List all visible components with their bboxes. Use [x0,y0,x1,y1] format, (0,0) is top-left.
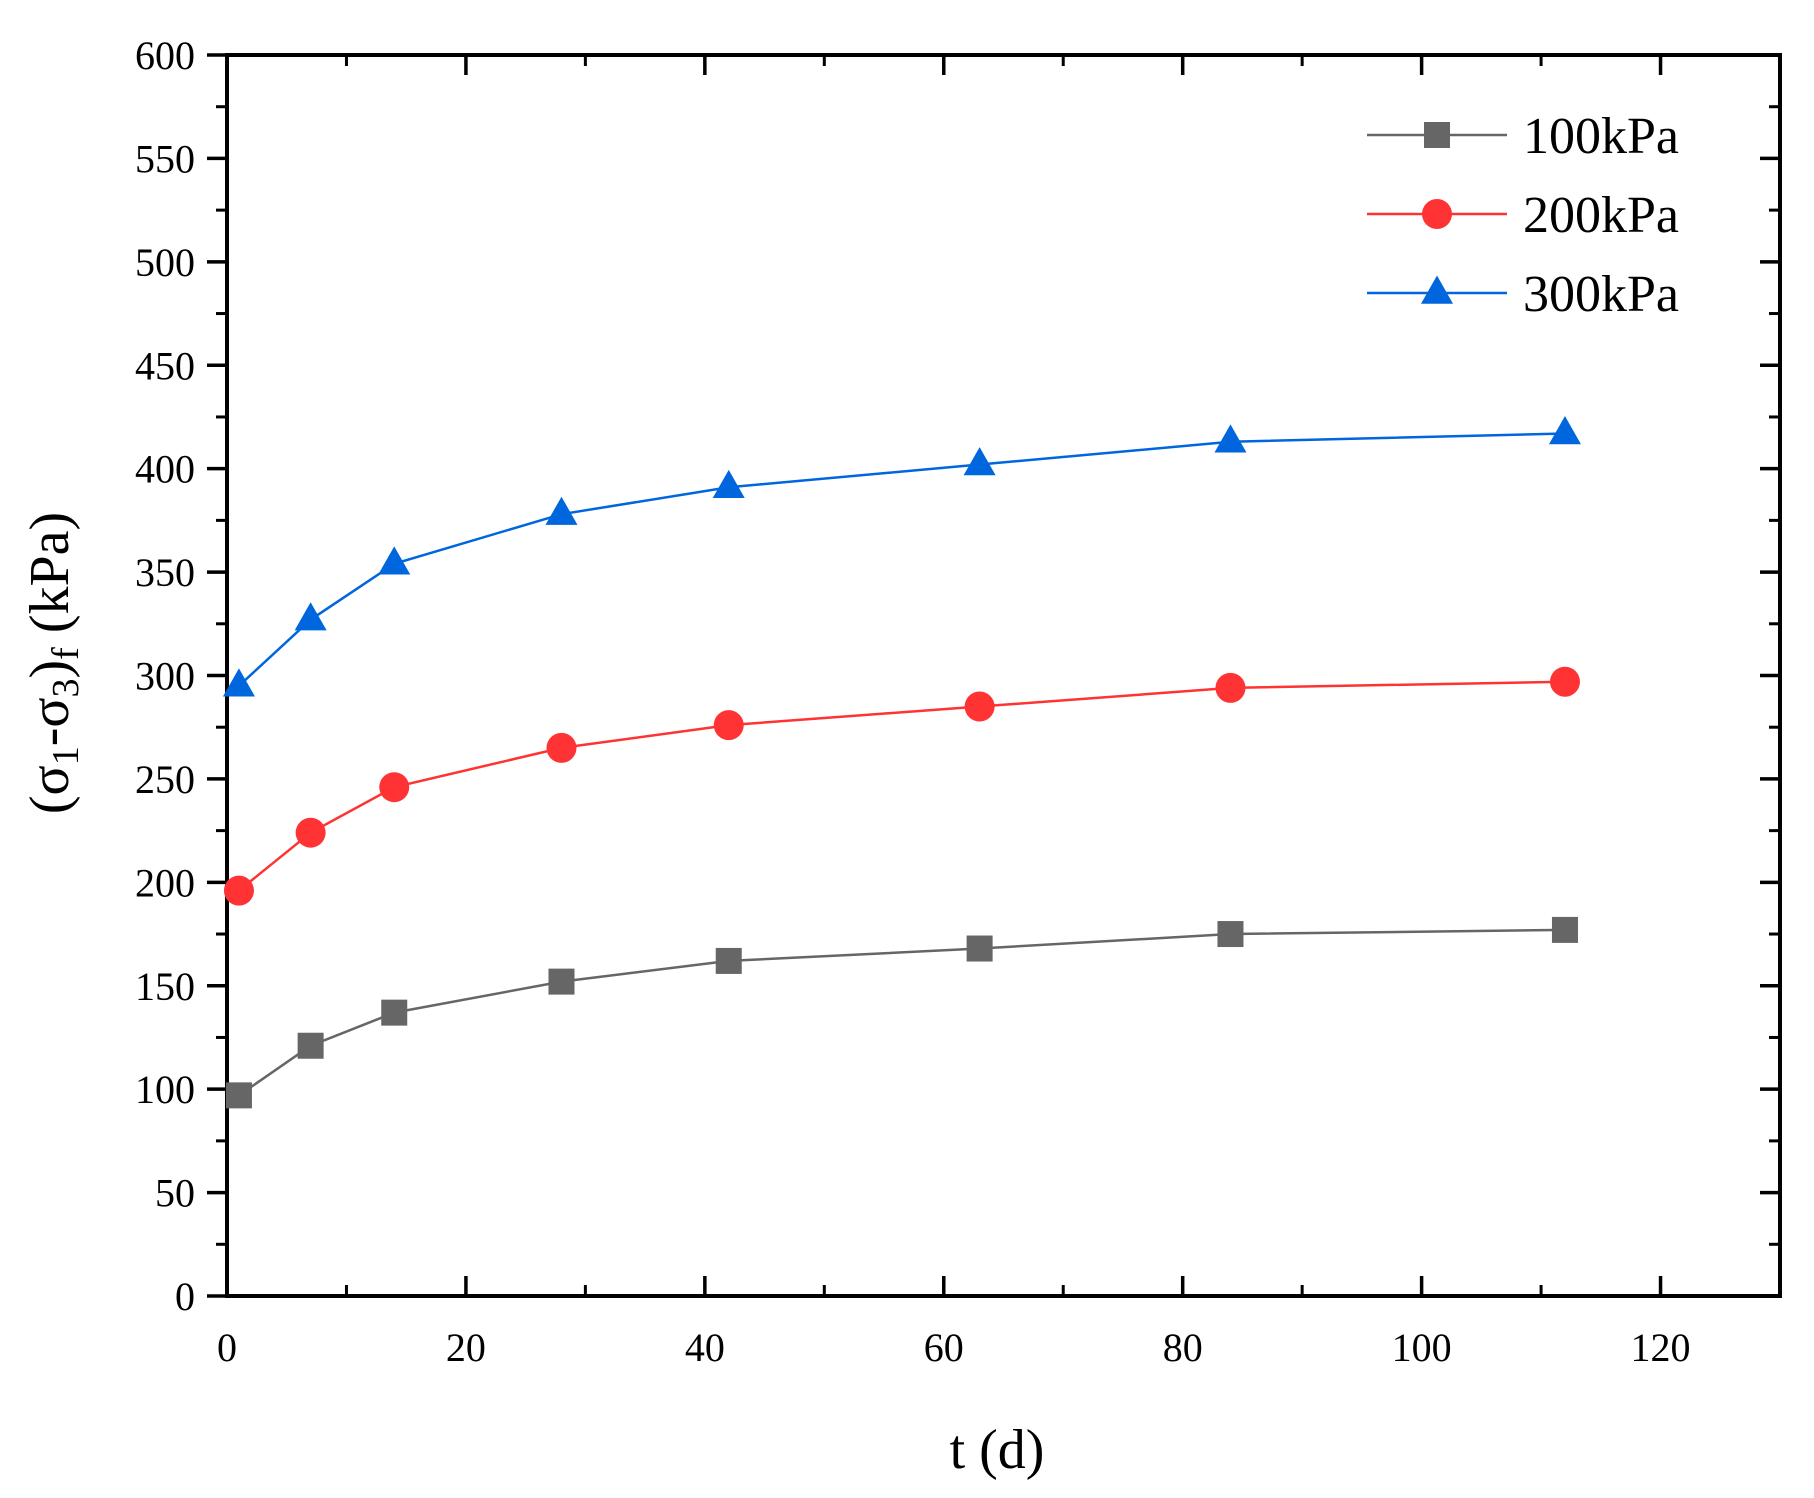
y-tick-label: 550 [135,136,195,181]
data-point [964,691,995,722]
data-point [545,496,578,525]
legend-marker [1421,275,1453,304]
legend-label: 300kPa [1523,266,1679,323]
data-point [1215,672,1246,703]
data-point [381,999,408,1026]
y-title-subf: f [45,647,87,660]
data-point [715,947,742,974]
y-tick-label: 150 [135,964,195,1009]
legend-item: 200kPa [1367,187,1679,244]
legend-marker [1422,199,1452,229]
x-tick-label: 100 [1392,1325,1452,1370]
x-tick-label: 120 [1631,1325,1691,1370]
data-point [1549,666,1580,697]
data-point [546,732,577,763]
y-tick-label: 500 [135,240,195,285]
series-line [238,680,1565,892]
x-axis-title: t (d) [950,1419,1045,1481]
data-point [225,1082,252,1109]
legend-marker [1424,122,1450,148]
x-tick-label: 60 [924,1325,964,1370]
data-point [379,772,410,803]
data-point [297,1032,324,1059]
legend: 100kPa 200kPa 300kPa [1367,108,1679,323]
y-tick-label: 50 [155,1171,195,1216]
legend-label: 100kPa [1523,108,1679,165]
y-tick-label: 0 [175,1274,195,1319]
data-point [713,710,744,741]
series-300kPa [222,416,1581,697]
x-tick-label: 80 [1163,1325,1203,1370]
data-point [548,968,575,995]
y-tick-label: 200 [135,860,195,905]
y-tick-label: 350 [135,550,195,595]
series-line [238,928,1565,1097]
y-tick-label: 450 [135,343,195,388]
y-axis-title: (σ1-σ3)f (kPa) [19,512,87,814]
data-point [712,469,745,498]
y-title-open: (σ [19,765,81,814]
data-point [1214,424,1247,453]
data-point [966,935,993,962]
legend-item: 300kPa [1367,266,1679,323]
data-point [222,668,255,697]
legend-label: 200kPa [1523,187,1679,244]
x-tick-label: 0 [217,1325,237,1370]
y-tick-label: 400 [135,447,195,492]
series-200kPa [223,666,1580,906]
y-title-unit: (kPa) [19,512,81,647]
axes-layer: 0 20 40 60 80 100 120 0 50 100 150 200 250 300 350 400 4… [135,33,1782,1370]
y-tick-label: 100 [135,1067,195,1112]
series-100kPa [225,916,1578,1109]
data-point [294,602,327,631]
y-title-close: ) [19,660,81,679]
legend-item: 100kPa [1367,108,1679,165]
data-point [295,817,326,848]
data-point [1217,921,1244,948]
y-title-mid: -σ [19,697,81,746]
y-title-sub1: 1 [45,746,87,765]
data-point [1548,416,1581,445]
data-point [963,447,996,476]
series-layer [222,416,1581,1109]
y-tick-label: 600 [135,33,195,78]
data-point [378,546,411,575]
data-point [223,875,254,906]
x-tick-label: 40 [685,1325,725,1370]
x-tick-label: 20 [446,1325,486,1370]
y-tick-label: 300 [135,654,195,699]
y-title-sub3: 3 [45,678,87,697]
data-point [1551,916,1578,943]
series-line [238,432,1566,687]
y-tick-label: 250 [135,757,195,802]
